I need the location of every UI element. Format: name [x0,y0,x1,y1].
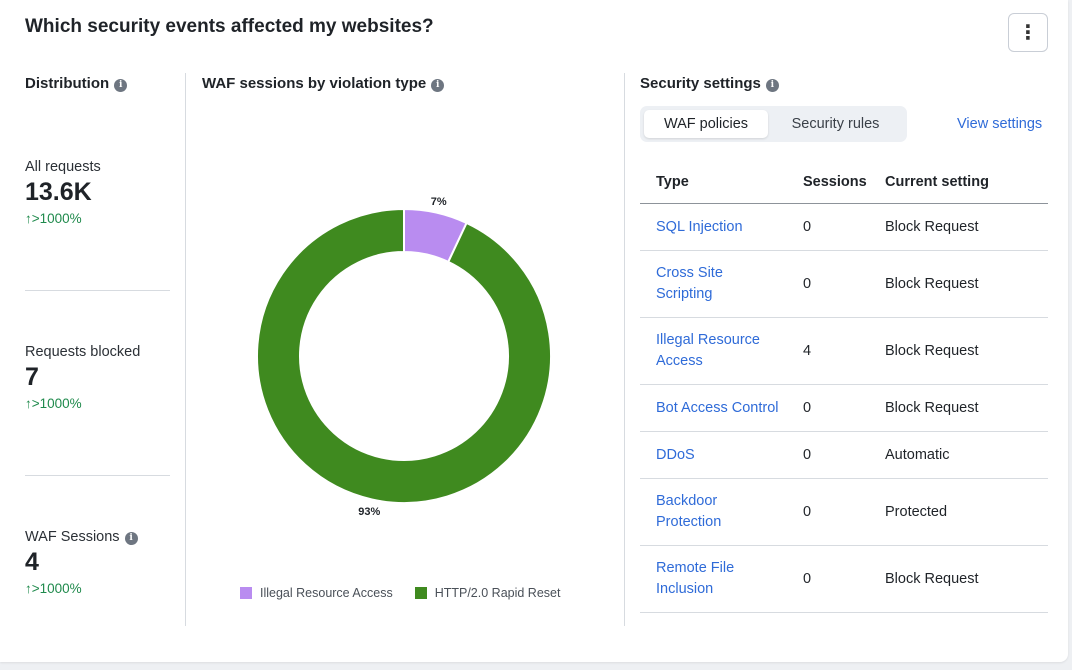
column-header-setting: Current setting [885,173,989,190]
waf-policies-table: Type Sessions Current setting SQL Inject… [640,160,1048,613]
table-row: Illegal Resource Access 4 Block Request [640,318,1048,385]
metric-label: All requests [25,159,101,175]
setting-cell: Automatic [885,447,950,463]
sessions-cell: 0 [803,571,812,587]
more-options-button[interactable]: ⋮ [1008,13,1048,52]
table-row: Remote File Inclusion 0 Block Request [640,546,1048,613]
donut-slice-http-2-0-rapid-reset[interactable] [256,207,552,504]
kebab-menu-icon: ⋮ [1018,21,1038,44]
donut-data-label: 7% [431,196,447,208]
distribution-heading: Distribution i [25,75,128,92]
metric-trend: ↑>1000% [25,211,82,226]
security-settings-heading: Security settings i [640,75,779,92]
metric-label: WAF Sessions i [25,529,170,545]
sessions-cell: 0 [803,219,812,235]
policy-type-link[interactable]: SQL Injection [656,218,743,235]
table-row: SQL Injection 0 Block Request [640,204,1048,251]
sessions-cell: 4 [803,343,812,359]
policy-type-link[interactable]: Backdoor Protection [656,493,722,530]
legend-label: Illegal Resource Access [260,586,393,600]
waf-donut-chart: 7% 93% [186,100,626,570]
setting-cell: Protected [885,504,948,520]
setting-cell: Block Request [885,571,979,587]
info-icon[interactable]: i [765,79,779,92]
metric-requests-blocked: Requests blocked 7 ↑>1000% [25,344,170,411]
column-divider [624,73,625,626]
divider [25,475,170,476]
table-row: Cross Site Scripting 0 Block Request [640,251,1048,318]
page-title: Which security events affected my websit… [25,16,434,37]
setting-cell: Block Request [885,276,979,292]
waf-chart-heading-text: WAF sessions by violation type [202,75,427,92]
legend-swatch [240,587,252,599]
table-row: Backdoor Protection 0 Protected [640,479,1048,546]
tab-waf-policies[interactable]: WAF policies [644,110,768,138]
policy-type-link[interactable]: Bot Access Control [656,399,779,416]
info-icon[interactable]: i [114,79,128,92]
distribution-heading-text: Distribution [25,75,110,92]
metric-all-requests: All requests 13.6K ↑>1000% [25,159,170,226]
legend-item[interactable]: HTTP/2.0 Rapid Reset [414,586,561,600]
legend-swatch [414,587,427,599]
policy-type-link[interactable]: DDoS [656,446,695,463]
settings-tabs: WAF policies Security rules [640,106,907,142]
info-icon[interactable]: i [431,79,445,92]
metric-trend: ↑>1000% [25,581,82,596]
table-header: Type Sessions Current setting [640,160,1048,204]
info-icon[interactable]: i [124,532,138,545]
metric-trend: ↑>1000% [25,396,82,411]
security-heading-text: Security settings [640,75,761,92]
table-row: Bot Access Control 0 Block Request [640,385,1048,432]
column-header-sessions: Sessions [803,173,867,190]
tab-security-rules[interactable]: Security rules [791,116,880,132]
metric-value: 7 [25,363,39,391]
setting-cell: Block Request [885,400,979,416]
column-divider [185,73,186,626]
legend-item[interactable]: Illegal Resource Access [240,586,393,600]
policy-type-link[interactable]: Cross Site Scripting [656,265,723,302]
column-header-type: Type [656,173,689,190]
metric-label: Requests blocked [25,344,141,360]
metric-value: 4 [25,548,39,576]
metric-value: 13.6K [25,178,92,206]
sessions-cell: 0 [803,504,812,520]
setting-cell: Block Request [885,219,979,235]
chart-legend: Illegal Resource Access HTTP/2.0 Rapid R… [240,586,560,600]
setting-cell: Block Request [885,343,979,359]
legend-label: HTTP/2.0 Rapid Reset [434,586,561,600]
metric-waf-sessions: WAF Sessions i 4 ↑>1000% [25,529,170,596]
policy-type-link[interactable]: Illegal Resource Access [656,332,760,369]
view-settings-link[interactable]: View settings [957,116,1043,132]
sessions-cell: 0 [803,447,812,463]
metric-label-text: WAF Sessions [25,529,120,545]
waf-chart-heading: WAF sessions by violation type i [202,75,445,92]
policy-type-link[interactable]: Remote File Inclusion [656,560,735,597]
divider [25,290,170,291]
table-row: DDoS 0 Automatic [640,432,1048,479]
donut-svg: 7% 93% [256,196,552,518]
sessions-cell: 0 [803,276,812,292]
donut-data-label: 93% [358,506,380,518]
sessions-cell: 0 [803,400,812,416]
